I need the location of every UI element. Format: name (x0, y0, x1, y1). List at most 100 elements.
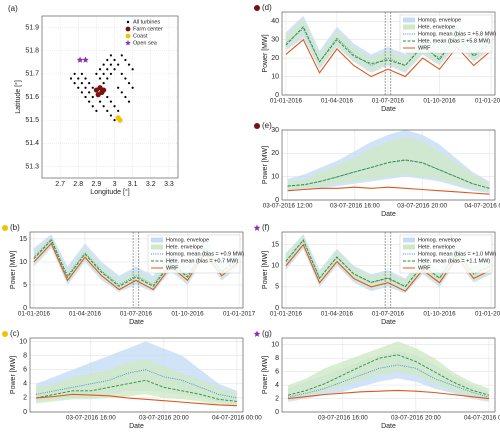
series-line (36, 393, 237, 407)
y-axis-label: Power [MW] (10, 251, 17, 289)
y-tick-label: 10 (271, 174, 279, 181)
x-tick-label: 01-01-2017 (475, 311, 500, 318)
x-tick-label: 01-07-2016 (372, 311, 405, 318)
y-tick-label: 6 (23, 367, 27, 374)
point (106, 68, 109, 71)
point (80, 72, 83, 75)
x-tick-label: 01-04-2016 (321, 311, 354, 318)
point (120, 91, 123, 94)
point (102, 72, 105, 75)
point (124, 95, 127, 99)
x-tick-label: 3.3 (164, 181, 174, 188)
point (113, 105, 116, 108)
y-tick-label: 0 (23, 305, 27, 312)
x-tick-label: 01-01-2017 (475, 98, 500, 105)
point (109, 63, 113, 66)
legend-label: Homog. envelope (418, 17, 461, 23)
point (69, 77, 73, 80)
x-axis-label: Date (129, 319, 144, 326)
plot-frame (281, 11, 496, 96)
point (80, 82, 83, 85)
y-tick-label: 51.3 (25, 163, 39, 170)
envelope (288, 341, 489, 400)
legend-swatch (126, 20, 130, 24)
legend-label: WRF (418, 265, 431, 271)
point (73, 72, 76, 75)
x-tick-label: 04-07-2016 00:00 (212, 415, 262, 422)
point (73, 82, 76, 85)
point (91, 95, 94, 99)
point (113, 119, 116, 122)
point (82, 56, 89, 63)
panel-marker (253, 224, 261, 231)
point (98, 77, 102, 80)
point (91, 105, 94, 108)
legend-label: WRF (418, 45, 431, 51)
point (88, 82, 91, 85)
series-line (287, 159, 490, 189)
x-tick-label: 01-10-2016 (423, 311, 456, 318)
y-axis-label: Power [MW] (262, 34, 269, 72)
legend-label: Farm center (133, 26, 163, 32)
y-tick-label: 30 (271, 37, 279, 44)
legend-swatch (403, 17, 415, 23)
point (102, 82, 105, 85)
panel-marker (254, 123, 260, 129)
legend-label: Homog. envelope (418, 237, 461, 243)
x-tick-label: 03-07-2016 12:00 (263, 203, 313, 210)
panel: (b) 0 5 10 15 01-01-2016 01-04-2016 01-07-2016 0… (2, 223, 256, 326)
y-tick-label: 5 (275, 284, 279, 291)
panel: (e) 0 10 20 30 03-07-2016 12:00 03-07-2016 16:… (254, 121, 500, 218)
point (95, 72, 98, 75)
point (80, 91, 83, 94)
y-tick-label: 15 (271, 242, 279, 249)
point (109, 114, 113, 117)
y-axis-label: Power [MW] (262, 356, 269, 394)
y-tick-label: 20 (271, 55, 279, 62)
y-tick-label: 2 (23, 395, 27, 402)
legend-label: Homog. mean (bias = +0.9 MW) (166, 251, 244, 257)
y-tick-label: 0 (275, 305, 279, 312)
legend-label: Hete. mean (bias = +1.1 MW) (418, 258, 490, 264)
legend-label: Hete. envelope (418, 24, 455, 30)
panel: (g) 0 2 4 6 8 10 03-07-2016 16:00 03-07-2016 20:… (253, 329, 500, 430)
y-tick-label: 5 (23, 282, 27, 289)
x-tick-label: 3.1 (128, 181, 138, 188)
y-tick-label: 10 (271, 263, 279, 270)
y-tick-label: 10 (271, 342, 279, 349)
x-tick-label: 03-07-2016 20:00 (139, 415, 189, 422)
legend-swatch (403, 24, 415, 30)
y-tick-label: 51.5 (25, 117, 39, 124)
point (84, 77, 87, 80)
y-tick-label: 40 (271, 18, 279, 25)
y-tick-label: 10 (19, 259, 27, 266)
y-tick-label: 10 (271, 73, 279, 80)
y-tick-label: 15 (19, 236, 27, 243)
point (106, 77, 109, 80)
y-tick-label: 0 (275, 197, 279, 204)
point (113, 58, 116, 62)
panel: (d) 0 10 20 30 40 01-01-2016 01-04-2016 01-07-20… (254, 3, 500, 113)
point (106, 109, 109, 112)
x-tick-label: 01-10-2016 (423, 98, 456, 105)
y-tick-label: 51.7 (25, 71, 39, 78)
legend-swatch (125, 26, 131, 32)
series-line (33, 238, 240, 286)
point (102, 105, 105, 108)
point (127, 100, 131, 103)
legend-swatch (151, 237, 163, 243)
panel-label: (d) (262, 3, 272, 12)
x-tick-label: 3 (113, 181, 117, 188)
y-axis-label: Power [MW] (262, 146, 269, 184)
plot-frame (281, 231, 496, 309)
series-line (288, 389, 489, 400)
y-tick-label: 10 (19, 338, 27, 345)
y-tick-label: 0 (23, 409, 27, 416)
point (84, 95, 87, 99)
point (88, 91, 91, 94)
x-axis-label: Date (381, 423, 396, 430)
legend-label: Hete. mean (bias = +5.8 MW) (418, 38, 490, 44)
y-tick-label: 0 (275, 409, 279, 416)
x-axis-label: Date (129, 423, 144, 430)
